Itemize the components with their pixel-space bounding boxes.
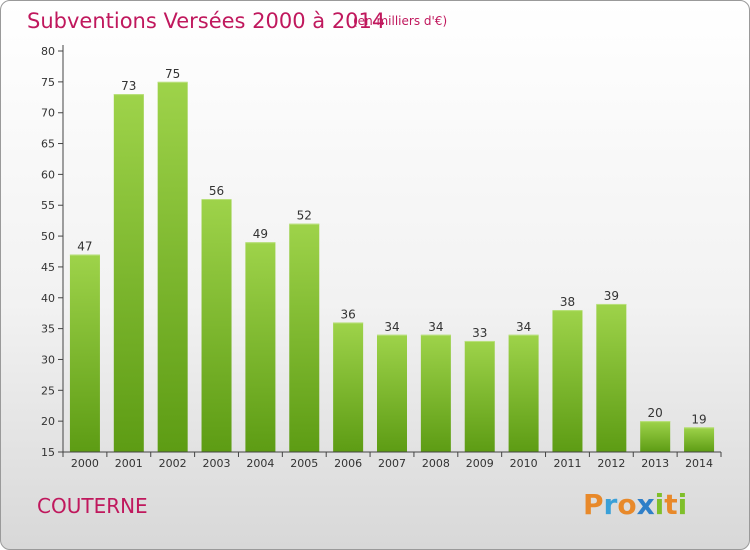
bar bbox=[333, 322, 364, 452]
bar-value-label: 49 bbox=[253, 227, 268, 241]
chart-title: Subventions Versées 2000 à 2014 bbox=[27, 9, 386, 33]
bar bbox=[508, 334, 539, 452]
y-tick-label: 15 bbox=[41, 446, 55, 459]
y-tick-label: 45 bbox=[41, 261, 55, 274]
bar-value-label: 33 bbox=[472, 326, 487, 340]
x-tick-label: 2014 bbox=[685, 457, 713, 470]
bar-value-label: 56 bbox=[209, 184, 224, 198]
logo-letter: t bbox=[664, 488, 678, 521]
x-tick-label: 2010 bbox=[510, 457, 538, 470]
x-tick-label: 2008 bbox=[422, 457, 450, 470]
y-tick-label: 50 bbox=[41, 230, 55, 243]
y-tick-label: 65 bbox=[41, 138, 55, 151]
logo-letter: i bbox=[677, 488, 688, 521]
bar bbox=[69, 254, 100, 452]
bar-value-label: 47 bbox=[77, 240, 92, 254]
logo-letter: i bbox=[654, 488, 665, 521]
bar bbox=[684, 427, 715, 452]
x-tick-label: 2007 bbox=[378, 457, 406, 470]
bar-value-label: 20 bbox=[648, 406, 663, 420]
x-tick-label: 2013 bbox=[641, 457, 669, 470]
bar-value-label: 19 bbox=[691, 412, 706, 426]
x-tick-label: 2006 bbox=[334, 457, 362, 470]
bar bbox=[377, 334, 407, 452]
bar-value-label: 34 bbox=[428, 320, 443, 334]
x-tick-label: 2000 bbox=[71, 457, 99, 470]
bar-value-label: 75 bbox=[165, 67, 180, 81]
logo-letter: r bbox=[603, 488, 618, 521]
y-tick-label: 55 bbox=[41, 199, 55, 212]
y-tick-label: 40 bbox=[41, 292, 55, 305]
x-tick-label: 2001 bbox=[115, 457, 143, 470]
bar bbox=[640, 421, 671, 452]
logo-letter: o bbox=[617, 488, 637, 521]
y-tick-label: 30 bbox=[41, 353, 55, 366]
chart-subtitle: (en milliers d'€) bbox=[353, 14, 448, 28]
x-tick-label: 2009 bbox=[466, 457, 494, 470]
bar-value-label: 34 bbox=[516, 320, 531, 334]
bar bbox=[552, 310, 583, 452]
x-tick-label: 2012 bbox=[597, 457, 625, 470]
logo-letter: P bbox=[583, 488, 604, 521]
bar-value-label: 38 bbox=[560, 295, 575, 309]
y-tick-label: 70 bbox=[41, 107, 55, 120]
logo-letter: x bbox=[636, 488, 655, 521]
bar bbox=[201, 199, 232, 452]
bar bbox=[245, 242, 276, 452]
bar-value-label: 34 bbox=[384, 320, 399, 334]
bar bbox=[420, 334, 451, 452]
bar bbox=[157, 81, 188, 452]
y-tick-label: 20 bbox=[41, 415, 55, 428]
y-tick-label: 35 bbox=[41, 323, 55, 336]
bar-value-label: 36 bbox=[340, 307, 355, 321]
x-tick-label: 2004 bbox=[246, 457, 274, 470]
y-tick-label: 60 bbox=[41, 168, 55, 181]
bar bbox=[289, 223, 320, 452]
x-tick-label: 2011 bbox=[553, 457, 581, 470]
bar bbox=[464, 340, 495, 452]
bar bbox=[113, 94, 144, 452]
bar bbox=[596, 303, 627, 452]
place-name: COUTERNE bbox=[37, 494, 148, 518]
bar-value-label: 39 bbox=[604, 289, 619, 303]
y-tick-label: 80 bbox=[41, 45, 55, 58]
proxiti-logo: Proxiti bbox=[583, 488, 687, 521]
x-tick-label: 2005 bbox=[290, 457, 318, 470]
bar-value-label: 52 bbox=[297, 209, 312, 223]
x-tick-label: 2003 bbox=[203, 457, 231, 470]
y-tick-label: 75 bbox=[41, 76, 55, 89]
bar-value-label: 73 bbox=[121, 79, 136, 93]
x-tick-label: 2002 bbox=[159, 457, 187, 470]
y-tick-label: 25 bbox=[41, 384, 55, 397]
